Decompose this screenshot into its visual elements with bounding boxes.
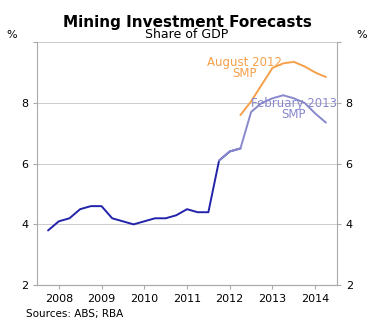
Text: %: % xyxy=(7,30,17,40)
Text: Mining Investment Forecasts: Mining Investment Forecasts xyxy=(62,15,312,29)
Text: Share of GDP: Share of GDP xyxy=(145,28,229,40)
Text: Sources: ABS; RBA: Sources: ABS; RBA xyxy=(26,309,123,319)
Text: SMP: SMP xyxy=(282,108,306,121)
Text: August 2012: August 2012 xyxy=(207,56,282,69)
Text: SMP: SMP xyxy=(233,67,257,80)
Text: %: % xyxy=(357,30,367,40)
Text: February 2013: February 2013 xyxy=(251,98,337,110)
